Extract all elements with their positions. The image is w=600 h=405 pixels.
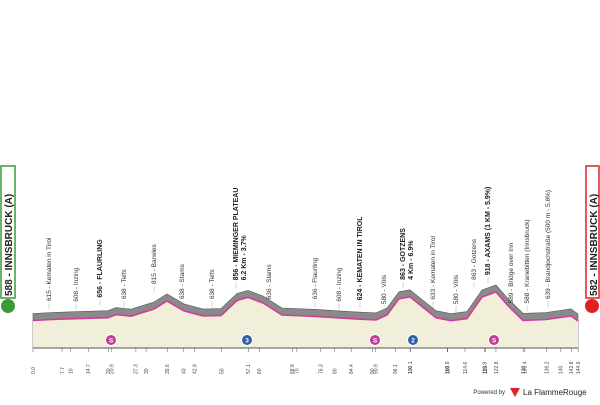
waypoint-label: 615 - Kematen in Tirol [46,237,53,301]
km-label: 142.8 [569,361,575,374]
km-label: 40 [182,368,188,374]
km-label: 14.7 [86,364,92,374]
footer-logo [510,388,520,397]
km-label: 114.6 [463,362,469,374]
icon-label: 3 [245,337,249,344]
waypoint-label: 815 - Barwies [151,243,158,283]
km-label: 130 [521,365,527,374]
km-label: 90 [370,368,376,374]
km-label: 96.1 [393,364,399,374]
icon-sprint [105,334,117,346]
waypoint-label: 588 - Kranebitten (Innsbruck) [524,219,531,303]
waypoint-label: 856 - MIEMINGER PLATEAU [233,188,240,281]
icon-kom [407,334,419,346]
km-label: 7.7 [60,367,66,374]
km-label: 60 [257,368,263,374]
waypoint-label: 638 - Stams [179,263,186,299]
km-label: 136.2 [544,361,550,374]
km-label: 68.8 [290,364,296,374]
km-label: 76.3 [318,364,324,374]
km-label: 0.0 [31,367,37,374]
km-label: 84.4 [349,364,355,374]
footer-powered: Powered by [473,390,505,396]
waypoint-label: 863 - Gotzens [471,238,478,280]
km-label: 100 [408,365,414,374]
start-label: 588 - INNSBRUCK (A) [4,194,15,296]
icon-label: S [492,337,497,344]
km-label: 35.6 [165,364,171,374]
icon-kom [241,334,253,346]
icon-sprint [488,334,500,346]
km-label: 120 [483,365,489,374]
waypoint-label: 608 - Inzing [336,267,343,301]
waypoint-label: 863 - GOTZENS [400,228,407,280]
start-panel [0,165,16,299]
waypoint-label: 656 - FLAURLING [97,239,104,298]
km-label: 130.4 [522,361,528,374]
waypoint-detail: 4 Km - 6.9% [408,240,415,280]
km-label: 30 [144,368,150,374]
km-label: 109.9 [445,361,451,374]
finish-panel [585,165,600,299]
km-label: 57.1 [246,364,252,374]
km-label: 119.8 [482,362,488,374]
km-label: 10 [69,368,75,374]
profile-road-line [32,291,579,322]
km-label: 80 [332,368,338,374]
waypoint-label: 638 - Telfs [209,269,216,300]
waypoint-label: 638 - Telfs [121,269,128,300]
km-label: 20.9 [110,364,116,374]
profile-road-area [33,292,578,348]
start-icon [1,299,15,313]
km-label: 122.8 [494,361,500,374]
km-label: 100.1 [408,361,414,374]
km-label: 70 [295,368,301,374]
km-label: 27.3 [134,364,140,374]
waypoint-label: 624 - KEMATEN IN TIROL [357,216,364,301]
waypoint-label: 633 - Kematen in Tirol [430,235,437,299]
icon-label: S [109,337,114,344]
km-label: 90.9 [373,364,379,374]
waypoint-label: 608 - Inzing [73,267,80,301]
icon-label: 2 [411,337,415,344]
waypoint-label: 918 - AXAMS (1 KM - 5.9%) [485,187,492,275]
km-label: 144.6 [576,361,582,374]
waypoint-detail: 6.2 Km - 3.7% [241,235,248,281]
icon-label: S [373,337,378,344]
km-label: 42.9 [193,364,199,374]
km-label: 110 [446,366,452,374]
footer-brand: La FlammeRouge [523,388,587,397]
waypoint-label: 639 - Brandjochstraße (500 m - 5.8%) [545,190,552,299]
waypoint-label: 580 - Völs [381,274,388,304]
icon-sprint [369,334,381,346]
waypoint-label: 636 - Stams [266,264,273,300]
waypoint-label: 589 - Bridge over Inn [508,242,515,303]
waypoint-label: 636 - Flaurling [312,257,319,299]
km-label: 50 [219,368,225,374]
waypoint-label: 580 - Völs [453,274,460,304]
km-label: 140 [559,365,565,374]
finish-icon [585,299,599,313]
finish-label: 582 - INNSBRUCK (A) [589,194,600,296]
km-label: 20 [106,368,112,374]
